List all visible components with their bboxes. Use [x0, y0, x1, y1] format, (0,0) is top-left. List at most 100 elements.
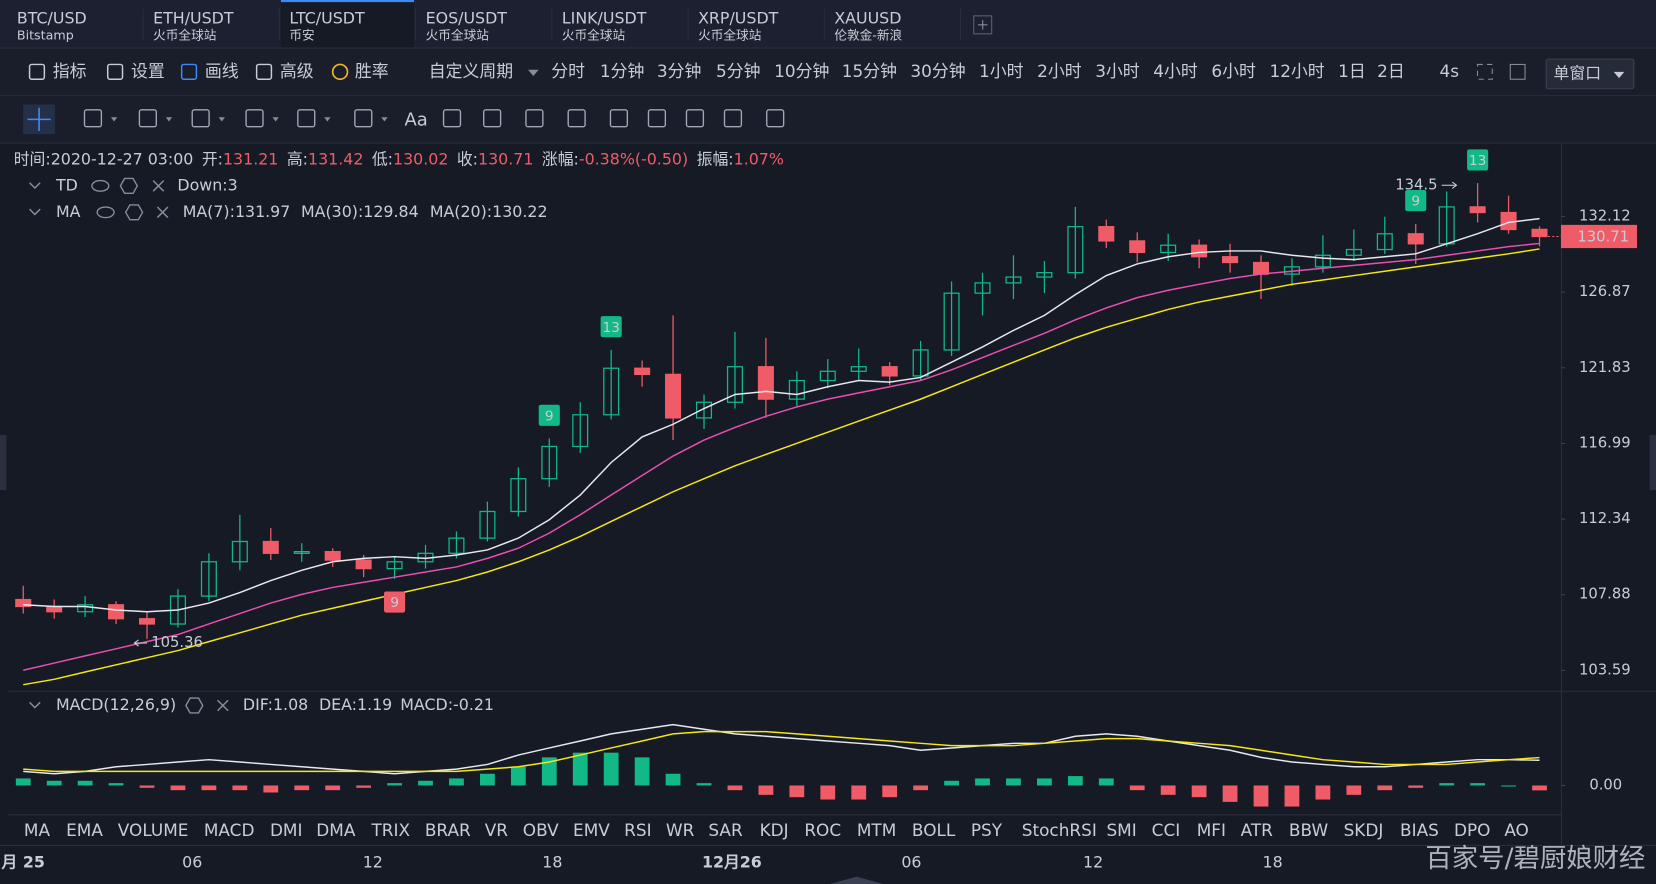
add-tab[interactable]	[973, 15, 993, 35]
tab-symbol[interactable]: ETH/USDT	[153, 9, 234, 28]
indicator-tab[interactable]: DMI	[270, 820, 303, 840]
drawing-tool-icon[interactable]	[297, 109, 316, 128]
collapse-toggle[interactable]	[29, 208, 41, 216]
toolbar-label[interactable]: 胜率	[355, 61, 389, 81]
toolbar-label[interactable]: 设置	[131, 61, 165, 81]
indicator-tab[interactable]: SMI	[1106, 820, 1136, 840]
indicator-tab[interactable]: AO	[1504, 820, 1529, 840]
indicator-tab[interactable]: VR	[485, 820, 509, 840]
indicator-tab[interactable]: TRIX	[370, 820, 410, 840]
period-option[interactable]: 30分钟	[910, 61, 965, 81]
drawing-tool-icon[interactable]	[245, 109, 264, 128]
tab-symbol[interactable]: EOS/USDT	[426, 9, 508, 28]
period-option[interactable]: 15分钟	[842, 61, 897, 81]
add-tab-box[interactable]	[973, 15, 993, 35]
tab-symbol[interactable]: LINK/USDT	[562, 9, 647, 28]
drawing-tool-icon[interactable]	[685, 109, 705, 128]
remove-icon[interactable]	[152, 180, 165, 192]
indicator-tab[interactable]: BOLL	[912, 820, 956, 840]
drawing-tool-icon[interactable]	[83, 109, 103, 128]
period-option[interactable]: 6小时	[1211, 61, 1256, 81]
tab-exchange[interactable]: 伦敦金-新浪	[834, 27, 902, 42]
indicator-tab[interactable]: SKDJ	[1344, 820, 1384, 840]
drawing-tool-icon[interactable]	[354, 109, 373, 128]
period-option[interactable]: 3小时	[1095, 61, 1140, 81]
drawing-tool-icon[interactable]	[442, 109, 462, 128]
period-option[interactable]: 2日	[1377, 61, 1405, 81]
collapse-toggle[interactable]	[29, 182, 41, 190]
indicator-tab[interactable]: EMV	[573, 820, 610, 840]
scroll-handle[interactable]	[830, 876, 883, 884]
refresh-interval[interactable]: 4s	[1439, 61, 1459, 81]
indicator-tab[interactable]: CCI	[1152, 820, 1181, 840]
drawing-tool-icon[interactable]	[647, 109, 667, 128]
window-button[interactable]: 单窗口	[1545, 58, 1635, 90]
period-option[interactable]: 1小时	[979, 61, 1024, 81]
visibility-icon[interactable]	[91, 179, 110, 192]
drawing-tool-icon[interactable]	[609, 109, 629, 128]
period-menu[interactable]: 自定义周期	[429, 61, 513, 81]
period-option[interactable]: 1分钟	[600, 61, 645, 81]
period-option[interactable]: 2小时	[1037, 61, 1082, 81]
scroll-left[interactable]	[0, 435, 7, 491]
toolbar-item[interactable]: 高级	[255, 61, 314, 81]
toolbar-label[interactable]: 画线	[205, 61, 239, 81]
indicator-tab[interactable]: PSY	[971, 820, 1003, 840]
popout-icon[interactable]	[1509, 63, 1526, 80]
indicator-tab[interactable]: VOLUME	[118, 820, 189, 840]
tab-exchange[interactable]: 火币全球站	[698, 27, 762, 42]
indicator-tab[interactable]: BBW	[1289, 820, 1329, 840]
indicator-tab[interactable]: BIAS	[1400, 820, 1439, 840]
indicator-tab[interactable]: StochRSI	[1022, 820, 1097, 840]
window-button-label[interactable]: 单窗口	[1554, 63, 1602, 82]
tab-exchange[interactable]: 火币全球站	[426, 27, 490, 42]
window-button-box[interactable]	[1545, 58, 1635, 90]
period-option[interactable]: 12小时	[1269, 61, 1324, 81]
indicator-tab[interactable]: MACD	[204, 820, 255, 840]
tab-symbol[interactable]: LTC/USDT	[289, 9, 365, 28]
remove-icon[interactable]	[156, 206, 169, 219]
fullscreen-icon[interactable]	[1476, 63, 1493, 80]
toolbar-item[interactable]: 指标	[28, 61, 87, 81]
settings-icon[interactable]	[185, 697, 204, 714]
indicator-tab[interactable]: EMA	[66, 820, 103, 840]
toolbar-item[interactable]: 胜率	[331, 61, 389, 81]
indicator-tab[interactable]: MFI	[1197, 820, 1226, 840]
toolbar-item[interactable]: 画线	[180, 61, 239, 81]
indicator-tab[interactable]: KDJ	[760, 820, 789, 840]
text-tool[interactable]: Aa	[404, 109, 427, 130]
period-option[interactable]: 4小时	[1153, 61, 1198, 81]
period-option[interactable]: 分时	[551, 61, 585, 81]
settings-icon[interactable]	[119, 177, 139, 194]
period-option[interactable]: 5分钟	[716, 61, 761, 81]
drawing-tool-icon[interactable]	[483, 109, 502, 128]
period-option[interactable]: 1日	[1338, 61, 1366, 81]
indicator-tab[interactable]: MTM	[857, 820, 896, 840]
indicator-tab[interactable]: DMA	[316, 820, 356, 840]
drawing-tool-icon[interactable]	[138, 109, 157, 128]
tab-symbol[interactable]: XAUUSD	[834, 9, 901, 28]
toolbar-item[interactable]: 设置	[106, 61, 165, 81]
toolbar-label[interactable]: 高级	[280, 61, 314, 81]
toolbar-label[interactable]: 指标	[53, 61, 87, 81]
indicator-tab[interactable]: OBV	[523, 820, 559, 840]
drawing-tool-icon[interactable]	[191, 109, 210, 128]
indicator-tab[interactable]: BRAR	[425, 820, 471, 840]
collapse-toggle[interactable]	[29, 701, 41, 709]
indicator-tab[interactable]: RSI	[624, 820, 651, 840]
remove-icon[interactable]	[217, 699, 229, 712]
period-option[interactable]: 10分钟	[774, 61, 829, 81]
indicator-tab[interactable]: ROC	[804, 820, 841, 840]
tab-exchange[interactable]: 币安	[289, 27, 314, 42]
tab-exchange[interactable]: 火币全球站	[562, 27, 626, 42]
indicator-tab[interactable]: ATR	[1241, 820, 1274, 840]
indicator-tab[interactable]: SAR	[708, 820, 743, 840]
drawing-tool-icon[interactable]	[525, 109, 544, 128]
